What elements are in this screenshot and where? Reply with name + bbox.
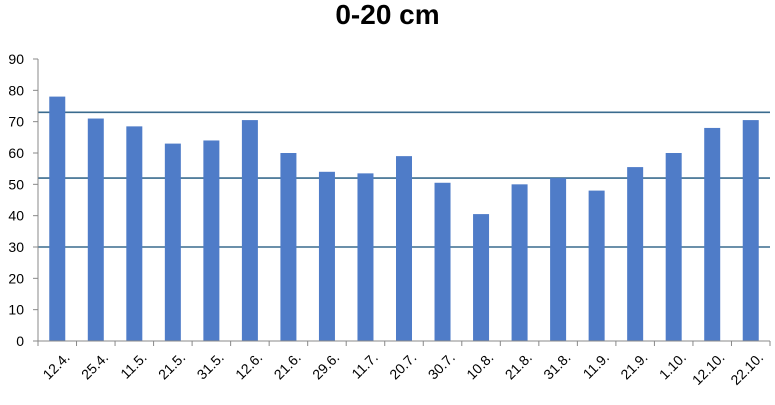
x-tick-label: 30.7.	[425, 349, 458, 382]
axes	[37, 59, 770, 342]
x-tick-label: 21.5.	[155, 349, 188, 382]
x-tick-label: 11.5.	[117, 349, 150, 382]
x-tick-label: 1.10.	[656, 349, 689, 382]
y-tick-label: 10	[8, 302, 24, 318]
bar	[550, 178, 567, 341]
bar	[87, 118, 104, 342]
x-tick-label: 21.8.	[502, 349, 535, 382]
x-tick-label: 31.8.	[540, 349, 573, 382]
x-tick-label: 11.9.	[580, 349, 613, 382]
bar	[396, 156, 412, 341]
x-axis-labels: 12.4. 25.4. 11.5. 21.5. 31.5. 12.6. 21.6. 29.6.…	[37, 341, 771, 388]
bar	[318, 171, 335, 341]
chart-title: 0-20 cm	[335, 0, 440, 30]
y-tick-label: 50	[8, 176, 24, 192]
x-tick-label: 12.6.	[232, 349, 265, 382]
bar	[164, 143, 181, 341]
y-tick-label: 90	[8, 51, 24, 67]
bar	[49, 96, 66, 341]
bar	[126, 126, 143, 341]
y-tick-label: 80	[8, 82, 24, 98]
x-tick-label: 29.6.	[309, 349, 342, 382]
bar	[357, 173, 374, 341]
bar	[742, 120, 759, 341]
y-tick-label: 60	[8, 145, 24, 161]
bar	[203, 140, 220, 341]
x-tick-label: 22.10.	[727, 349, 766, 388]
x-tick-label: 21.9.	[617, 349, 650, 382]
x-tick-label: 31.5.	[194, 349, 227, 382]
y-tick-label: 20	[8, 270, 24, 286]
bar	[511, 184, 528, 341]
bars	[49, 96, 759, 342]
bar	[704, 127, 721, 341]
bar	[473, 214, 490, 341]
bar	[665, 153, 682, 341]
x-tick-label: 25.4.	[78, 349, 111, 382]
bar	[434, 182, 451, 341]
y-tick-label: 0	[16, 333, 24, 349]
y-tick-label: 30	[8, 239, 24, 255]
x-tick-label: 10.8.	[463, 349, 496, 382]
y-tick-label: 70	[8, 114, 24, 130]
x-tick-label: 11.7.	[348, 349, 381, 382]
bar	[588, 190, 605, 341]
x-tick-label: 12.10.	[689, 349, 728, 388]
x-tick-label: 12.4.	[39, 349, 72, 382]
y-axis-ticks: 0 10 20 30 40 50 60 70 80 90	[8, 51, 38, 349]
x-tick-label: 21.6.	[271, 349, 304, 382]
bar	[241, 120, 258, 341]
bar	[627, 167, 644, 341]
y-tick-label: 40	[8, 208, 24, 224]
bar	[280, 153, 297, 341]
x-tick-label: 20.7.	[386, 349, 419, 382]
